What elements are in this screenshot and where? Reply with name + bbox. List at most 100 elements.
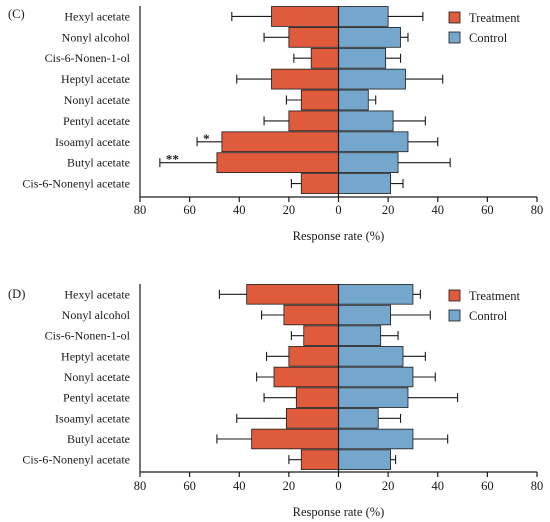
category-label: Cis-6-Nonenyl acetate [22, 177, 130, 191]
bar-treatment [300, 173, 339, 194]
error-bar-control [390, 179, 404, 189]
bar-control [338, 6, 389, 27]
category-label: Isoamyl acetate [55, 135, 130, 149]
bar-treatment [300, 89, 339, 111]
bar-treatment [283, 304, 339, 326]
bar-treatment [300, 449, 339, 470]
error-bar-control [412, 289, 421, 299]
error-bar-control [405, 74, 444, 84]
error-bar-control [388, 11, 424, 21]
x-tick-label: 60 [481, 479, 494, 493]
panel-d: Hexyl acetate Nonyl alcohol Cis-6-Nonen-1-… [8, 284, 543, 519]
bar-control [338, 428, 414, 450]
x-tick-label: 80 [134, 479, 147, 493]
x-axis-label: Response rate (%) [293, 505, 385, 519]
x-tick-label: 0 [335, 203, 341, 217]
bar-control [338, 110, 394, 132]
x-axis-label: Response rate (%) [293, 229, 385, 243]
legend-label: Treatment [469, 11, 520, 25]
x-tick-label: 20 [382, 479, 395, 493]
bar-treatment [303, 325, 339, 346]
x-tick-label: 0 [335, 479, 341, 493]
error-bar-control [407, 137, 439, 147]
error-bar-control [385, 53, 402, 63]
error-bar-treatment [236, 413, 287, 423]
bar-control [338, 449, 392, 470]
bar-treatment [221, 131, 339, 153]
error-bar-control [407, 393, 459, 403]
bar-control [338, 131, 409, 153]
category-label: Nonyl alcohol [62, 308, 131, 322]
x-tick-label: 20 [283, 203, 296, 217]
significance-marker: ** [166, 152, 179, 167]
category-label: Nonyl acetate [64, 93, 130, 107]
bar-treatment [246, 284, 339, 305]
category-label: Pentyl acetate [63, 114, 130, 128]
category-label: Hexyl acetate [64, 9, 130, 23]
category-label: Pentyl acetate [63, 391, 130, 405]
significance-marker: * [203, 131, 210, 146]
error-bar-treatment [263, 32, 289, 42]
bar-treatment [271, 68, 339, 90]
legend-label: Control [469, 309, 508, 323]
bar-treatment [216, 152, 339, 174]
category-label: Cis-6-Nonen-1-ol [45, 51, 131, 65]
category-label: Hexyl acetate [64, 287, 130, 301]
error-bar-control [412, 434, 449, 444]
bar-control [338, 284, 414, 305]
error-bar-treatment [263, 116, 289, 126]
bar-treatment [288, 346, 339, 367]
error-bar-treatment [290, 331, 304, 341]
bar-control [338, 47, 387, 69]
bar-treatment [288, 26, 339, 48]
x-tick-label: 40 [233, 203, 246, 217]
bar-treatment [273, 366, 339, 388]
bar-control [338, 89, 369, 111]
x-tick-label: 80 [134, 203, 147, 217]
error-bar-control [398, 158, 451, 168]
bar-control [338, 152, 399, 174]
bar-control [338, 304, 392, 326]
error-bar-treatment [290, 179, 302, 189]
bar-treatment [288, 110, 339, 132]
bar-treatment [310, 47, 339, 69]
category-label: Isoamyl acetate [55, 411, 130, 425]
error-bar-treatment [218, 289, 247, 299]
error-bar-treatment [263, 393, 297, 403]
error-bar-control [400, 32, 409, 42]
error-bar-treatment [216, 434, 252, 444]
bar-treatment [251, 428, 339, 450]
bar-control [338, 346, 404, 367]
error-bar-control [393, 116, 426, 126]
error-bar-treatment [265, 351, 289, 361]
error-bar-control [380, 331, 399, 341]
error-bar-control [378, 413, 402, 423]
x-tick-label: 60 [183, 479, 196, 493]
category-label: Cis-6-Nonenyl acetate [22, 453, 130, 467]
bar-control [338, 26, 401, 48]
legend-label: Control [469, 31, 508, 45]
bar-control [338, 173, 392, 194]
category-label: Butyl acetate [67, 432, 130, 446]
bar-treatment [295, 387, 339, 408]
category-label: Nonyl acetate [64, 370, 130, 384]
panel-label: (C) [8, 7, 25, 21]
panel-c: Hexyl acetate Nonyl alcohol Cis-6-Nonen-1-… [8, 6, 543, 243]
x-tick-label: 40 [233, 479, 246, 493]
error-bar-control [390, 455, 397, 465]
x-tick-label: 60 [481, 203, 494, 217]
error-bar-treatment [236, 74, 272, 84]
panel-label: (D) [8, 287, 25, 301]
legend-swatch [448, 309, 461, 322]
error-bar-treatment [231, 11, 272, 21]
legend-swatch [448, 289, 461, 302]
bar-control [338, 408, 379, 429]
category-label: Heptyl acetate [61, 72, 130, 86]
category-label: Heptyl acetate [61, 349, 130, 363]
error-bar-treatment [256, 372, 274, 382]
category-label: Butyl acetate [67, 156, 130, 170]
error-bar-treatment [159, 158, 217, 168]
error-bar-control [403, 351, 426, 361]
error-bar-control [368, 95, 377, 105]
